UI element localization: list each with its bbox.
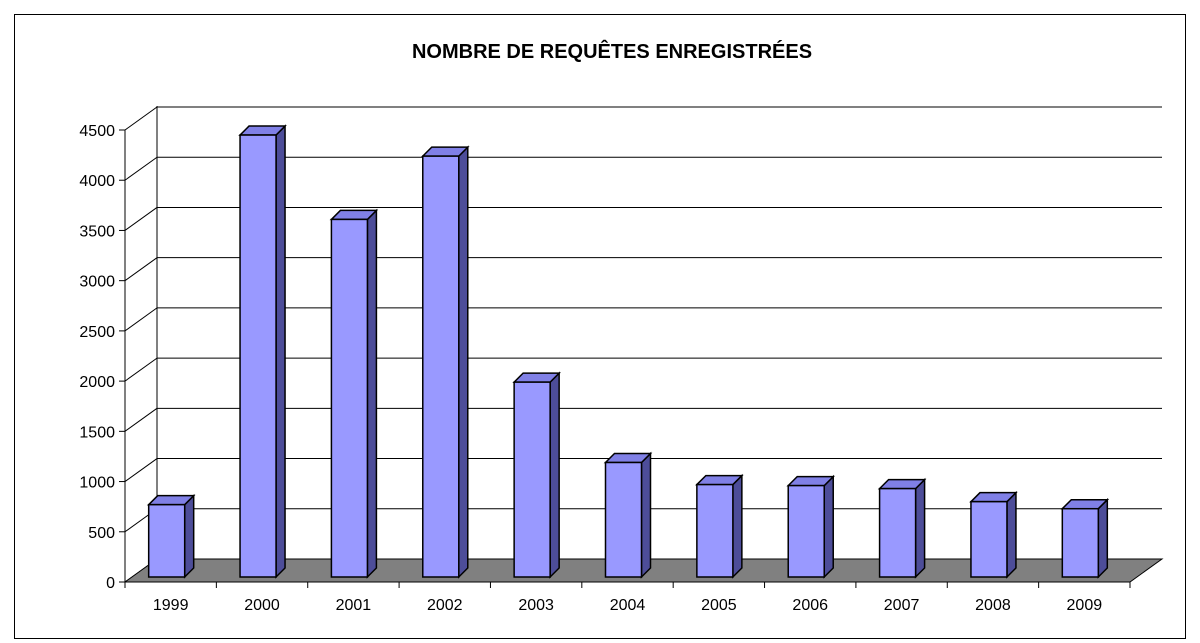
x-tick-label: 2003 [518,597,554,614]
bar-side [1006,490,1017,579]
bar [1060,497,1110,579]
y-tick-label: 3000 [79,274,115,291]
x-tick-label: 2006 [792,597,828,614]
bar-front [422,155,460,578]
bar [329,208,379,579]
y-tick-label: 1500 [79,424,115,441]
bar-side [732,473,743,579]
bar-front [604,461,643,578]
y-tick-label: 2000 [79,374,115,391]
bar-side [823,474,834,579]
x-axis: 1999 2000 2001 2002 2003 2004 2005 2006 2007 2008… [124,581,1131,614]
bar-front [513,381,551,578]
bar-top [238,125,287,136]
y-tick-label: 500 [88,525,115,542]
bar [146,493,196,579]
bar-front [878,487,917,578]
x-tick-label: 2009 [1067,597,1103,614]
bar-side [549,371,560,579]
bar-front [330,218,369,578]
bar-front [1061,507,1100,578]
bar [238,124,287,579]
bar-side [366,208,378,579]
bar [512,371,561,579]
gridlines [124,106,1162,583]
bar-top [329,209,379,221]
gridline-side [124,257,158,282]
bar [969,490,1018,579]
bar-front [696,483,734,578]
x-tick-label: 2005 [701,597,737,614]
bar-top [786,475,836,487]
y-axis: 0 500 1000 1500 2000 2500 3000 3500 4000 4500 [79,123,125,592]
bar-front [239,134,277,578]
y-tick-label: 4000 [79,173,115,190]
gridline-side [124,458,158,482]
bar-top [877,478,927,490]
bar-front [787,484,825,578]
bar [420,145,470,579]
bar [603,451,653,579]
bar-top [969,491,1018,503]
bar-side [1097,497,1109,579]
y-tick-label: 0 [106,575,115,592]
y-tick-label: 3500 [79,223,115,240]
bar-side [914,477,926,579]
y-tick-label: 1000 [79,475,115,492]
gridline-side [124,156,158,181]
bar [877,477,927,579]
gridline-side [124,106,158,131]
x-tick-label: 2001 [336,597,372,614]
bar-top [420,146,470,157]
bar-top [1060,498,1110,510]
bar-front [147,503,186,578]
bar-side [640,451,652,579]
bar-top [695,474,744,486]
bar-side [183,493,195,579]
back-wall [124,106,158,582]
x-tick-label: 2008 [975,597,1011,614]
gridline-side [124,207,158,231]
bar-top [603,452,653,464]
x-tick-label: 1999 [153,597,189,614]
y-tick-label: 2500 [79,324,115,341]
bar-front [970,500,1008,578]
gridline-side [124,407,158,432]
x-tick-label: 2002 [427,597,463,614]
y-tick-label: 4500 [79,123,115,140]
bar-side [458,145,469,579]
x-tick-label: 2007 [884,597,920,614]
bar [786,474,836,579]
x-tick-label: 2000 [244,597,280,614]
x-tick-label: 2004 [610,597,646,614]
bar-side [275,124,286,579]
gridline-side [124,357,158,382]
bar [695,473,744,579]
chart-title: NOMBRE DE REQUÊTES ENREGISTRÉES [412,39,812,63]
bars [146,124,1110,579]
bar-top [146,494,196,506]
gridline-side [124,307,158,332]
bar-top [512,372,561,383]
